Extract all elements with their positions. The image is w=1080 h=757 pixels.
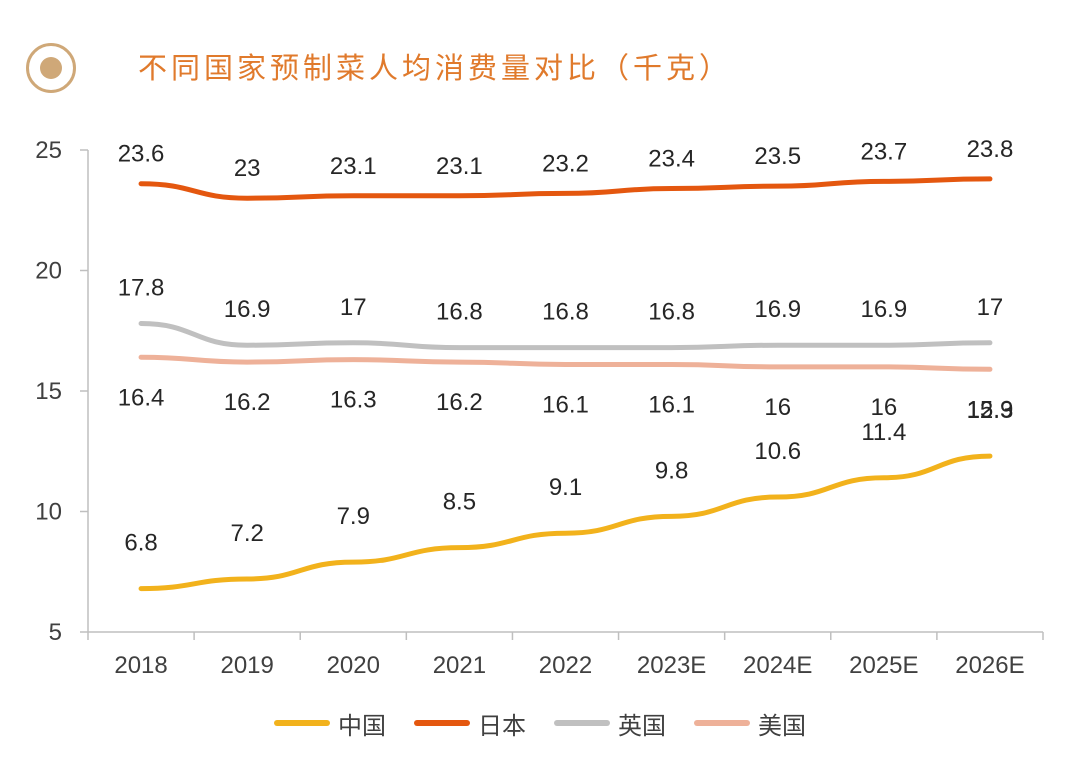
data-label: 16.2 <box>224 389 271 416</box>
x-tick-label: 2021 <box>433 652 486 679</box>
data-label: 9.1 <box>549 474 582 501</box>
data-label: 16.9 <box>860 296 907 323</box>
data-label: 23.1 <box>436 153 483 180</box>
data-label: 16 <box>764 394 791 421</box>
data-label: 23.7 <box>860 138 907 165</box>
data-label: 9.8 <box>655 457 688 484</box>
data-label: 16.8 <box>542 299 589 326</box>
data-label: 16.9 <box>754 296 801 323</box>
data-label: 16.1 <box>648 391 695 418</box>
y-tick-label: 5 <box>49 619 62 646</box>
data-label: 16.3 <box>330 387 377 414</box>
data-label: 16.8 <box>648 299 695 326</box>
x-tick-label: 2022 <box>539 652 592 679</box>
data-label: 15.9 <box>967 396 1014 423</box>
data-label: 23.1 <box>330 153 377 180</box>
x-tick-label: 2019 <box>220 652 273 679</box>
series-line-美国 <box>138 354 993 372</box>
data-label: 16.1 <box>542 391 589 418</box>
legend-label: 中国 <box>338 711 386 740</box>
x-tick-label: 2024E <box>743 652 812 679</box>
y-tick-label: 15 <box>35 378 62 405</box>
y-tick-label: 25 <box>35 137 62 164</box>
data-label: 7.9 <box>337 503 370 530</box>
legend-label: 日本 <box>478 711 526 740</box>
data-label: 16.8 <box>436 299 483 326</box>
x-tick-label: 2020 <box>327 652 380 679</box>
series-line-英国 <box>138 321 993 351</box>
x-tick-label: 2026E <box>955 652 1024 679</box>
x-tick-label: 2023E <box>637 652 706 679</box>
data-label: 11.4 <box>861 419 906 446</box>
data-label: 23.2 <box>542 150 589 177</box>
title-marker-icon <box>26 43 76 93</box>
legend-swatch <box>554 720 610 726</box>
legend-swatch <box>694 720 750 726</box>
legend-item: 英国 <box>554 706 666 741</box>
data-label: 23.6 <box>118 141 165 168</box>
data-label: 16.9 <box>224 296 271 323</box>
data-label: 16 <box>870 394 897 421</box>
x-tick-label: 2018 <box>114 652 167 679</box>
legend-swatch <box>274 720 330 726</box>
legend-item: 中国 <box>274 706 386 741</box>
data-label: 7.2 <box>230 520 263 547</box>
data-label: 23.8 <box>967 136 1014 163</box>
chart-legend: 中国 日本 英国 美国 <box>0 703 1080 743</box>
data-label: 10.6 <box>754 438 801 465</box>
line-chart: 5 10 15 20 25 2018 2019 2020 2021 2022 2023E 2024E 2… <box>35 136 1044 679</box>
data-label: 6.8 <box>124 530 157 557</box>
legend-swatch <box>414 720 470 726</box>
data-label: 8.5 <box>443 489 476 516</box>
data-label: 23 <box>234 155 261 182</box>
data-label: 17.8 <box>118 275 165 302</box>
y-tick-label: 10 <box>35 499 62 526</box>
x-tick-label: 2025E <box>849 652 918 679</box>
legend-label: 美国 <box>758 711 806 740</box>
legend-label: 英国 <box>618 711 666 740</box>
data-label: 23.5 <box>754 143 801 170</box>
data-label: 16.4 <box>118 384 165 411</box>
series-line-中国 <box>138 453 993 592</box>
data-label: 23.4 <box>648 146 695 173</box>
data-label: 16.2 <box>436 389 483 416</box>
data-label: 17 <box>977 294 1004 321</box>
series-line-日本 <box>138 176 993 201</box>
y-tick-label: 20 <box>35 258 62 285</box>
legend-item: 日本 <box>414 706 526 741</box>
data-label: 12.3 <box>967 397 1014 424</box>
chart-title: 不同国家预制菜人均消费量对比（千克） <box>138 51 733 85</box>
legend-item: 美国 <box>694 706 806 741</box>
title-marker-dot <box>40 57 62 79</box>
data-label: 17 <box>340 294 367 321</box>
